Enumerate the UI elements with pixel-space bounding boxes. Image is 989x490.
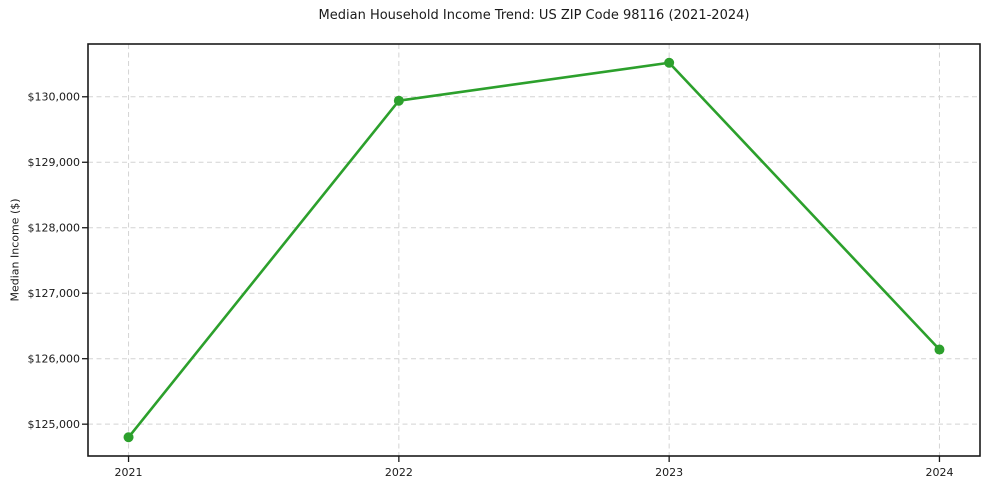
y-tick-label: $130,000 (28, 91, 81, 104)
y-tick-label: $127,000 (28, 287, 81, 300)
data-point-marker-2023 (664, 57, 675, 68)
data-point-marker-2022 (393, 95, 404, 106)
chart-title: Median Household Income Trend: US ZIP Co… (318, 8, 750, 23)
plot-border (87, 43, 981, 457)
income-trend-line (127, 61, 941, 439)
y-tick-label: $125,000 (28, 418, 81, 431)
y-tick-label: $128,000 (28, 222, 81, 235)
data-point-marker-2024 (934, 344, 945, 355)
x-tick-label: 2024 (925, 466, 953, 479)
y-tick-label: $126,000 (28, 352, 81, 365)
data-point-marker-2021 (123, 432, 134, 443)
x-tick-label: 2021 (115, 466, 143, 479)
x-tick-label: 2023 (655, 466, 683, 479)
y-tick-label: $129,000 (28, 156, 81, 169)
x-tick-label: 2022 (385, 466, 413, 479)
